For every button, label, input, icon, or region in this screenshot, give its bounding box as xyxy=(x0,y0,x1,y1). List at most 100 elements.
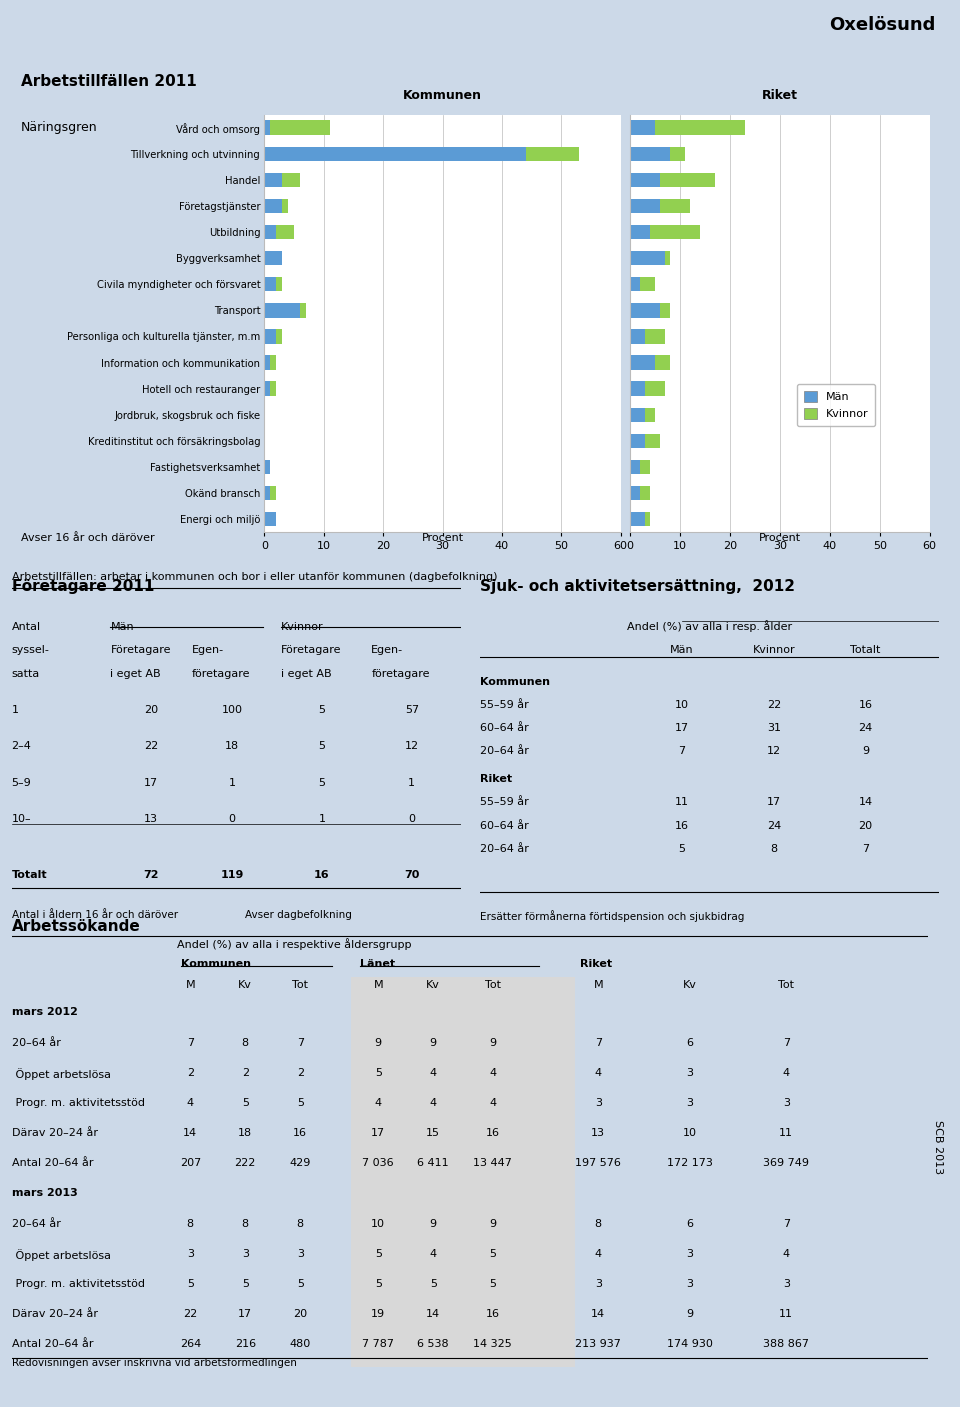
Bar xyxy=(271,485,276,501)
Text: 197 576: 197 576 xyxy=(575,1158,621,1168)
Text: 5: 5 xyxy=(374,1068,382,1078)
Text: 18: 18 xyxy=(225,741,239,751)
Text: 17: 17 xyxy=(675,723,689,733)
Text: 5: 5 xyxy=(679,844,685,854)
Text: 1: 1 xyxy=(319,815,325,825)
Text: 5: 5 xyxy=(187,1279,194,1289)
Bar xyxy=(665,250,670,266)
Text: 15: 15 xyxy=(426,1128,441,1138)
Bar xyxy=(655,356,670,370)
Bar xyxy=(630,198,660,212)
Text: M: M xyxy=(185,981,195,991)
Text: 72: 72 xyxy=(143,870,158,881)
Text: 5–9: 5–9 xyxy=(12,778,32,788)
Bar xyxy=(271,356,276,370)
Bar xyxy=(271,381,276,395)
Text: Kommunen: Kommunen xyxy=(480,677,550,687)
Text: 9: 9 xyxy=(374,1037,382,1048)
Text: 7 036: 7 036 xyxy=(363,1158,394,1168)
Text: 0: 0 xyxy=(408,815,416,825)
Text: 8: 8 xyxy=(297,1218,304,1228)
Text: 3: 3 xyxy=(595,1279,602,1289)
Legend: Män, Kvinnor: Män, Kvinnor xyxy=(797,384,876,426)
Text: 4: 4 xyxy=(490,1097,496,1107)
Text: 5: 5 xyxy=(242,1097,249,1107)
Bar xyxy=(282,173,300,187)
Text: 16: 16 xyxy=(486,1128,500,1138)
Text: 10: 10 xyxy=(675,699,689,711)
Text: 8: 8 xyxy=(242,1218,249,1228)
Bar xyxy=(640,460,650,474)
Text: 22: 22 xyxy=(144,741,158,751)
Text: 16: 16 xyxy=(314,870,329,881)
Text: 4: 4 xyxy=(374,1097,382,1107)
Text: Andel (%) av alla i respektive åldersgrupp: Andel (%) av alla i respektive åldersgru… xyxy=(177,937,411,950)
Text: 5: 5 xyxy=(242,1279,249,1289)
Bar xyxy=(265,198,282,212)
Text: 14 325: 14 325 xyxy=(473,1339,513,1349)
Text: 4: 4 xyxy=(490,1068,496,1078)
Text: Sjuk- och aktivitetsersättning,  2012: Sjuk- och aktivitetsersättning, 2012 xyxy=(480,580,795,594)
Bar xyxy=(265,381,271,395)
Bar xyxy=(640,277,655,291)
Bar xyxy=(630,433,645,447)
Bar xyxy=(630,146,670,160)
Text: 3: 3 xyxy=(686,1097,693,1107)
Text: 213 937: 213 937 xyxy=(575,1339,621,1349)
Text: 8: 8 xyxy=(187,1218,194,1228)
Text: M: M xyxy=(593,981,603,991)
Text: 14: 14 xyxy=(858,798,873,808)
Bar xyxy=(630,408,645,422)
Text: 222: 222 xyxy=(234,1158,256,1168)
Text: 6: 6 xyxy=(686,1037,693,1048)
Bar xyxy=(650,225,700,239)
Text: 0: 0 xyxy=(228,815,235,825)
Bar xyxy=(265,250,282,266)
Text: 5: 5 xyxy=(297,1097,303,1107)
Text: 9: 9 xyxy=(430,1218,437,1228)
Bar xyxy=(265,173,282,187)
Bar xyxy=(276,225,294,239)
Text: 7: 7 xyxy=(782,1218,790,1228)
Text: Öppet arbetslösa: Öppet arbetslösa xyxy=(12,1249,110,1261)
Text: 20–64 år: 20–64 år xyxy=(480,844,529,854)
Text: Avser dagbefolkning: Avser dagbefolkning xyxy=(246,910,352,920)
Text: Kv: Kv xyxy=(683,981,697,991)
Text: 16: 16 xyxy=(858,699,873,711)
Text: 19: 19 xyxy=(372,1309,385,1320)
Text: Män: Män xyxy=(670,646,694,656)
Bar xyxy=(276,277,282,291)
Text: Män: Män xyxy=(110,622,134,632)
Bar xyxy=(660,198,690,212)
Text: 20–64 år: 20–64 år xyxy=(12,1037,60,1048)
Text: 4: 4 xyxy=(187,1097,194,1107)
Text: satta: satta xyxy=(12,668,39,678)
Text: Näringsgren: Näringsgren xyxy=(21,121,98,134)
Text: Kommunen: Kommunen xyxy=(181,958,252,968)
Text: 7: 7 xyxy=(594,1037,602,1048)
Text: mars 2012: mars 2012 xyxy=(12,1007,78,1017)
Text: Antal: Antal xyxy=(12,622,40,632)
Text: 6 538: 6 538 xyxy=(418,1339,449,1349)
Bar xyxy=(265,512,276,526)
Text: 20–64 år: 20–64 år xyxy=(12,1218,60,1228)
Text: 2–4: 2–4 xyxy=(12,741,32,751)
Text: 4: 4 xyxy=(430,1249,437,1259)
Bar xyxy=(645,329,665,343)
Bar xyxy=(660,303,670,318)
Text: SCB 2013: SCB 2013 xyxy=(933,1120,944,1173)
Bar xyxy=(282,198,288,212)
Text: 60–64 år: 60–64 år xyxy=(480,723,529,733)
Text: i eget AB: i eget AB xyxy=(281,668,332,678)
Text: Procent: Procent xyxy=(421,533,464,543)
Bar xyxy=(265,303,300,318)
Text: Företagare: Företagare xyxy=(110,646,171,656)
Text: företagare: företagare xyxy=(191,668,250,678)
Text: 24: 24 xyxy=(858,723,873,733)
Text: 369 749: 369 749 xyxy=(763,1158,809,1168)
Text: 1: 1 xyxy=(408,778,416,788)
Text: 4: 4 xyxy=(594,1068,602,1078)
Text: Kvinnor: Kvinnor xyxy=(281,622,324,632)
Text: 60–64 år: 60–64 år xyxy=(480,820,529,830)
Text: 14: 14 xyxy=(426,1309,441,1320)
